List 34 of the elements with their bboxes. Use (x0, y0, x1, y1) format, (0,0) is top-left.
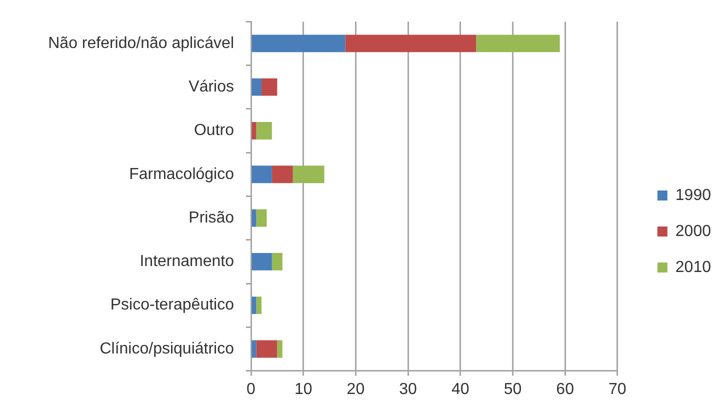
x-tick-label: 30 (399, 380, 418, 398)
bar (272, 252, 282, 270)
y-tick-label: Internamento (140, 253, 234, 270)
bar (256, 296, 262, 314)
bar (272, 166, 293, 184)
bar (345, 34, 476, 52)
bar (292, 166, 324, 184)
bar (252, 34, 346, 52)
x-tick-label: 10 (294, 380, 312, 398)
x-tick-label: 60 (556, 380, 574, 398)
y-tick-label: Prisão (188, 209, 234, 226)
bar (256, 122, 272, 140)
y-tick-label: Farmacológico (129, 166, 234, 183)
bar (252, 252, 272, 270)
bar (261, 78, 278, 96)
x-tick-label: 20 (346, 380, 365, 398)
y-tick-label: Vários (188, 78, 234, 96)
bar (252, 166, 272, 184)
x-tick-label: 70 (608, 380, 626, 398)
x-tick-label: 0 (246, 380, 256, 398)
x-tick-label: 40 (451, 380, 470, 398)
legend-label: 1990 (675, 186, 712, 204)
legend-label: 2000 (675, 222, 712, 240)
x-tick-label: 50 (504, 380, 522, 398)
y-tick-label: Psico-terapêutico (110, 296, 234, 314)
bar (252, 78, 262, 96)
y-tick-label: Clínico/psiquiátrico (100, 340, 234, 358)
bar (277, 340, 282, 358)
bar (256, 209, 267, 227)
legend-label: 2010 (675, 258, 712, 276)
y-tick-label: Outro (194, 122, 234, 140)
y-tick-label: Não referido/não aplicável (48, 34, 234, 52)
bar (256, 340, 278, 358)
bar (476, 34, 560, 52)
